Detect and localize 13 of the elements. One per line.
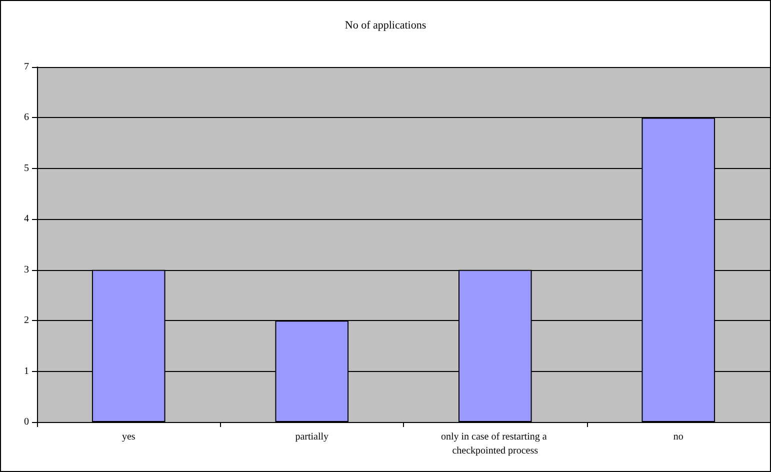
x-tick-label: no <box>673 432 684 442</box>
y-tick-label: 3 <box>24 264 29 276</box>
x-tick-label: partially <box>295 432 329 442</box>
y-tick-label: 1 <box>24 366 29 377</box>
y-tick-label: 5 <box>24 162 29 174</box>
y-tick-label: 7 <box>24 62 29 72</box>
y-tick-label: 2 <box>24 315 29 326</box>
y-tick-label: 4 <box>24 214 29 225</box>
y-tick-label: 6 <box>24 112 29 124</box>
y-tick-label: 0 <box>24 416 29 428</box>
x-tick-label: yes <box>122 432 136 442</box>
x-tick-label: only in case of restarting a checkpointed process <box>440 432 550 456</box>
chart-title: No of applications <box>344 20 426 32</box>
